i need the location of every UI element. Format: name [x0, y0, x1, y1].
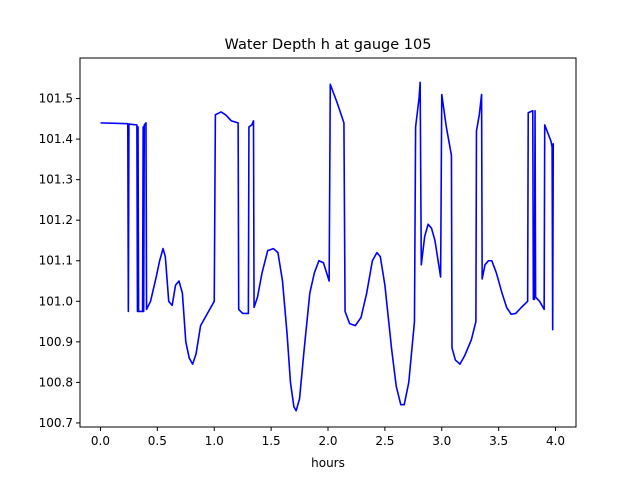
y-tick-label: 101.0 [39, 294, 73, 308]
x-tick-label: 1.0 [205, 434, 224, 448]
y-tick-label: 101.2 [39, 213, 73, 227]
x-tick-label: 0.5 [148, 434, 167, 448]
x-tick-label: 2.5 [375, 434, 394, 448]
y-tick-label: 101.1 [39, 254, 73, 268]
y-tick-label: 100.8 [39, 375, 73, 389]
y-tick-label: 100.7 [39, 416, 73, 430]
y-tick-label: 100.9 [39, 335, 73, 349]
x-tick-label: 0.0 [91, 434, 110, 448]
x-tick-label: 2.0 [318, 434, 337, 448]
x-axis-label: hours [311, 456, 345, 470]
x-tick-label: 1.5 [262, 434, 281, 448]
plot-area-frame [79, 57, 577, 428]
chart-title: Water Depth h at gauge 105 [225, 37, 432, 53]
x-tick-label: 4.0 [546, 434, 565, 448]
y-tick-label: 101.5 [39, 92, 73, 106]
series-line-0 [100, 81, 555, 412]
x-tick-label: 3.0 [432, 434, 451, 448]
y-tick-label: 101.3 [39, 173, 73, 187]
y-tick-label: 101.4 [39, 132, 73, 146]
y-axis: 100.7 100.8 100.9 101.0 101.1 101.2 101.3 101.4… [39, 92, 80, 430]
x-tick-label: 3.5 [489, 434, 508, 448]
x-axis: 0.0 0.5 1.0 1.5 2.0 2.5 3.0 3.5 4.0 [91, 427, 565, 448]
